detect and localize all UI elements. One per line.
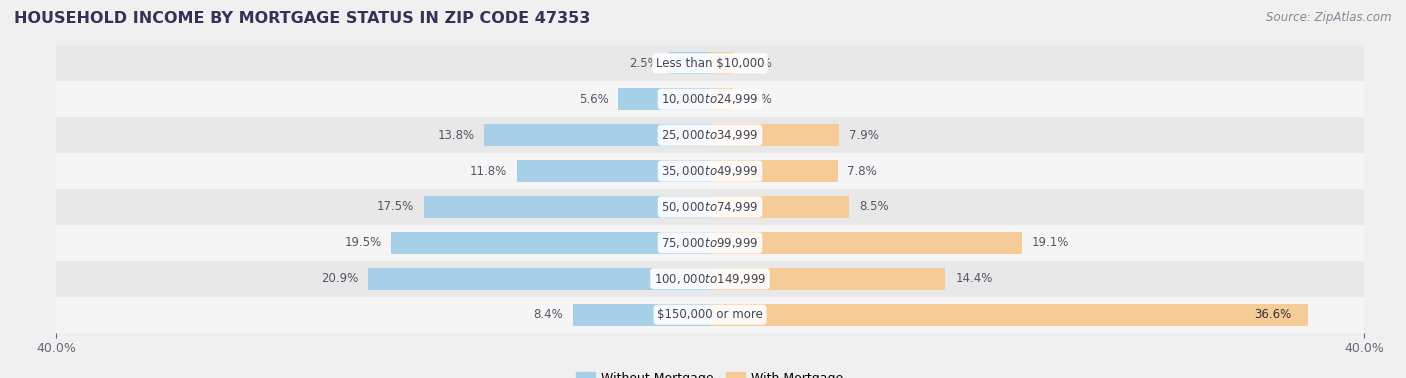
Text: 8.5%: 8.5% — [859, 200, 889, 214]
Bar — [710, 52, 733, 74]
Bar — [710, 196, 849, 218]
Text: $150,000 or more: $150,000 or more — [657, 308, 763, 321]
Text: 19.1%: 19.1% — [1032, 236, 1070, 249]
Bar — [710, 232, 1022, 254]
Text: 7.9%: 7.9% — [849, 129, 879, 142]
Text: $35,000 to $49,999: $35,000 to $49,999 — [661, 164, 759, 178]
Text: 11.8%: 11.8% — [470, 164, 508, 178]
Text: 20.9%: 20.9% — [322, 272, 359, 285]
Text: $10,000 to $24,999: $10,000 to $24,999 — [661, 92, 759, 106]
Text: HOUSEHOLD INCOME BY MORTGAGE STATUS IN ZIP CODE 47353: HOUSEHOLD INCOME BY MORTGAGE STATUS IN Z… — [14, 11, 591, 26]
Bar — [710, 160, 838, 182]
Text: 36.6%: 36.6% — [1254, 308, 1292, 321]
Bar — [56, 297, 1364, 333]
Text: Source: ZipAtlas.com: Source: ZipAtlas.com — [1267, 11, 1392, 24]
Bar — [572, 304, 710, 326]
Bar — [56, 225, 1364, 261]
Text: $75,000 to $99,999: $75,000 to $99,999 — [661, 236, 759, 250]
Bar — [56, 81, 1364, 117]
Text: $25,000 to $34,999: $25,000 to $34,999 — [661, 128, 759, 142]
Text: 19.5%: 19.5% — [344, 236, 381, 249]
Bar — [56, 261, 1364, 297]
Bar — [485, 124, 710, 146]
Text: 1.4%: 1.4% — [742, 57, 772, 70]
Text: $100,000 to $149,999: $100,000 to $149,999 — [654, 272, 766, 286]
Bar — [56, 153, 1364, 189]
Text: 7.8%: 7.8% — [848, 164, 877, 178]
Bar — [56, 117, 1364, 153]
Bar — [710, 88, 733, 110]
Text: $50,000 to $74,999: $50,000 to $74,999 — [661, 200, 759, 214]
Text: 17.5%: 17.5% — [377, 200, 415, 214]
Bar — [56, 189, 1364, 225]
Text: 5.6%: 5.6% — [579, 93, 609, 106]
Text: 14.4%: 14.4% — [955, 272, 993, 285]
Bar — [669, 52, 710, 74]
Bar — [619, 88, 710, 110]
Bar — [425, 196, 710, 218]
Text: Less than $10,000: Less than $10,000 — [655, 57, 765, 70]
Bar — [517, 160, 710, 182]
Text: 8.4%: 8.4% — [533, 308, 562, 321]
Bar — [391, 232, 710, 254]
Bar — [710, 124, 839, 146]
Bar — [710, 268, 945, 290]
Bar — [710, 304, 1308, 326]
Bar — [368, 268, 710, 290]
Legend: Without Mortgage, With Mortgage: Without Mortgage, With Mortgage — [571, 367, 849, 378]
Bar — [56, 45, 1364, 81]
Text: 2.5%: 2.5% — [630, 57, 659, 70]
Text: 13.8%: 13.8% — [437, 129, 475, 142]
Text: 1.4%: 1.4% — [742, 93, 772, 106]
